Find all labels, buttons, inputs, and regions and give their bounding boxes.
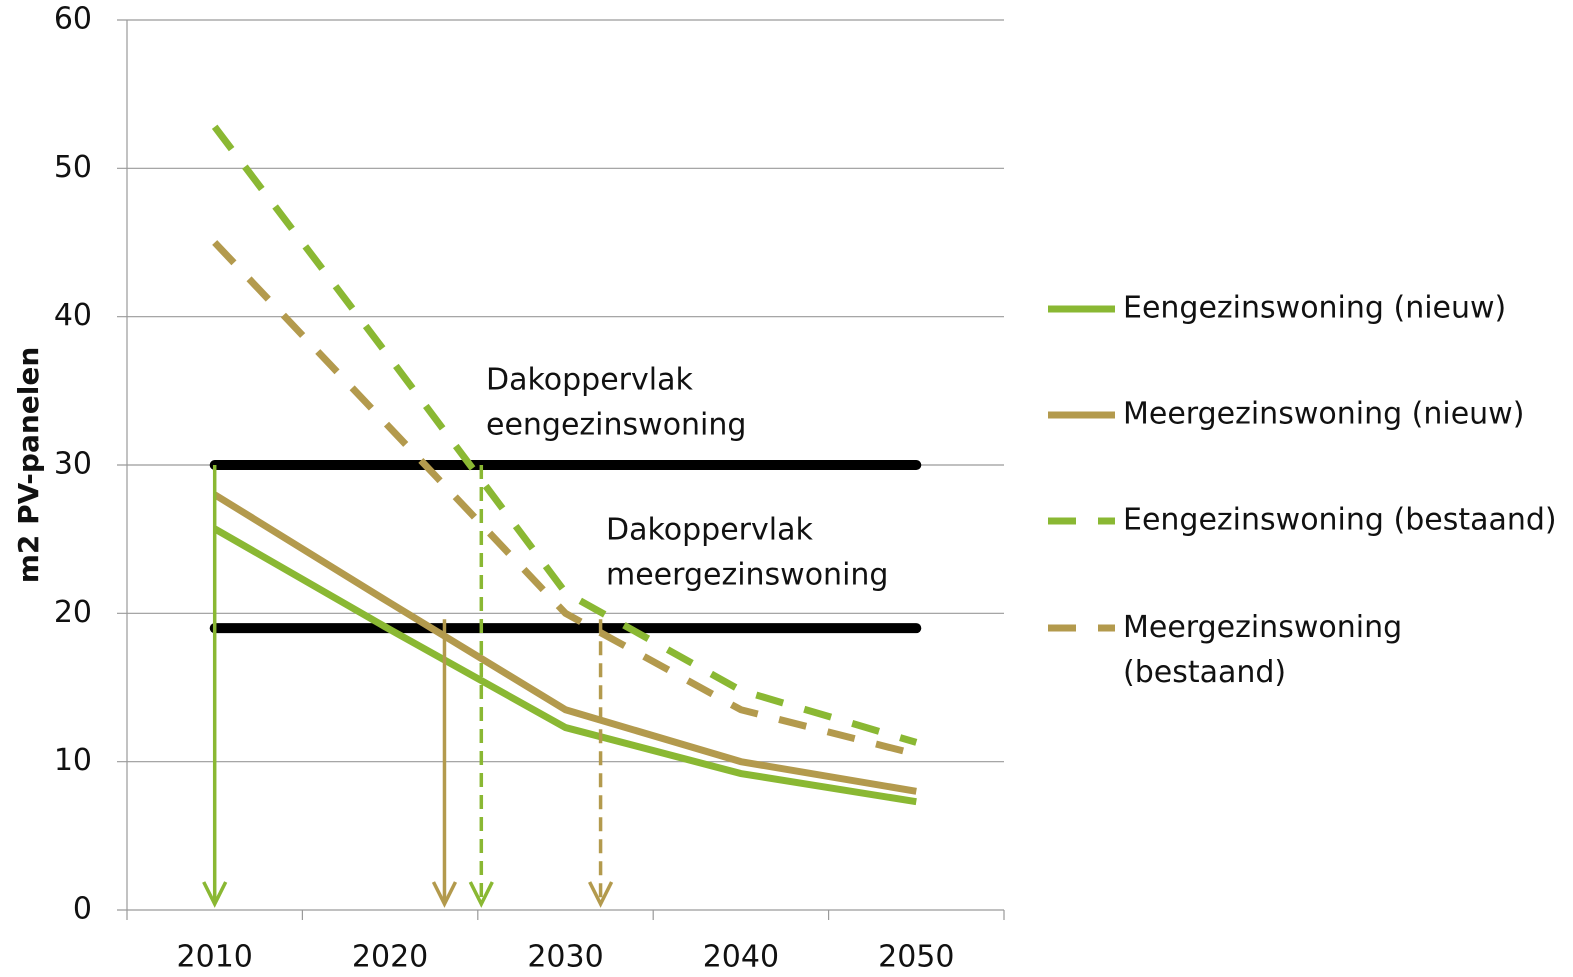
legend-label: Meergezinswoning (nieuw) — [1123, 397, 1524, 432]
y-tick-label: 30 — [54, 447, 92, 482]
reference-label: meergezinswoning — [606, 558, 888, 593]
x-tick-label: 2050 — [878, 940, 954, 975]
reference-label: Dakoppervlak — [486, 363, 693, 398]
reference-label: Dakoppervlak — [606, 513, 813, 548]
y-tick-label: 20 — [54, 595, 92, 630]
y-tick-label: 0 — [73, 892, 92, 927]
x-tick-label: 2010 — [177, 940, 253, 975]
page: m2 PV-panelen 01020304050602010202020302… — [0, 0, 1573, 977]
legend-label: Eengezinswoning (bestaand) — [1123, 503, 1557, 538]
series-line — [215, 243, 917, 755]
legend-label: Eengezinswoning (nieuw) — [1123, 291, 1506, 326]
y-axis-label: m2 PV-panelen — [12, 347, 45, 584]
x-tick-label: 2040 — [703, 940, 779, 975]
y-tick-label: 60 — [54, 2, 92, 37]
y-tick-label: 40 — [54, 298, 92, 333]
y-tick-label: 50 — [54, 150, 92, 185]
y-tick-label: 10 — [54, 743, 92, 778]
reference-label: eengezinswoning — [486, 408, 746, 443]
x-tick-label: 2030 — [527, 940, 603, 975]
chart: m2 PV-panelen 01020304050602010202020302… — [0, 0, 1573, 977]
legend-label: Meergezinswoning(bestaand) — [1123, 610, 1402, 690]
x-tick-label: 2020 — [352, 940, 428, 975]
